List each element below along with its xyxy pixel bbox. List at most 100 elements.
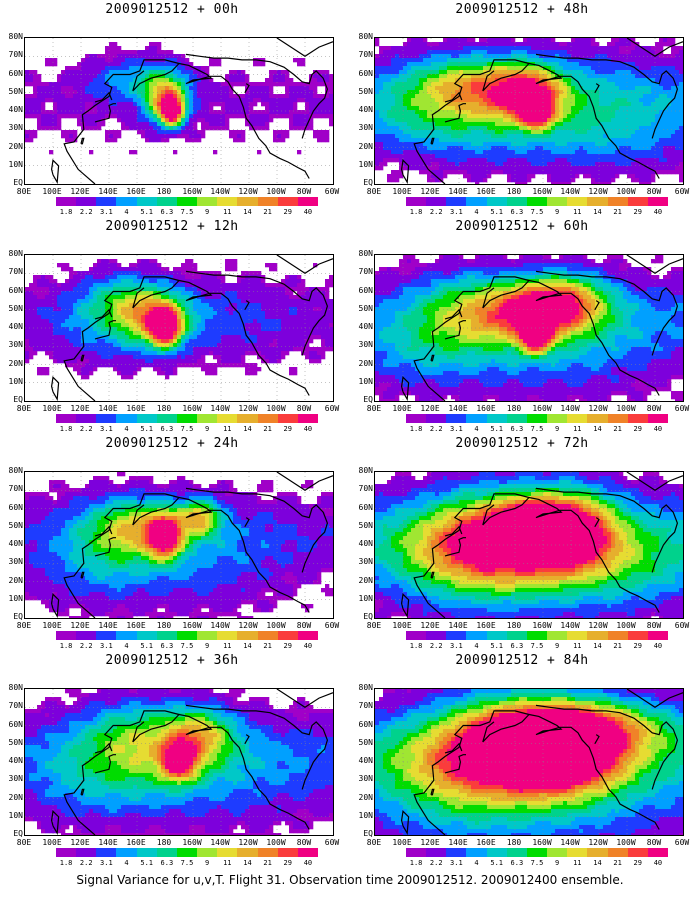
colorbar-swatch [426, 414, 447, 423]
colorbar-label: 3.1 [450, 208, 463, 216]
lat-tick-label: 10N [8, 593, 23, 603]
colorbar-swatch [136, 848, 157, 857]
coastline [94, 754, 116, 774]
coastline [94, 537, 116, 557]
coastline [185, 487, 329, 573]
colorbar-label: 11 [223, 208, 232, 216]
lon-tick-label: 100W [266, 838, 286, 847]
lon-tick-label: 160E [126, 621, 146, 630]
colorbar-label: 7.5 [180, 425, 194, 433]
panel-title: 2009012512 + 84h [455, 653, 589, 668]
lon-tick-label: 140W [210, 404, 230, 413]
coastline [626, 38, 683, 58]
lat-tick-label: EQ [13, 395, 23, 404]
lat-tick-label: 60N [8, 719, 23, 729]
lon-tick-label: 80W [646, 838, 662, 847]
lat-tick-label: 80N [358, 249, 373, 258]
lon-tick-label: 160W [532, 621, 552, 630]
lat-tick-label: 30N [358, 774, 373, 784]
coastline [535, 487, 679, 573]
colorbar-swatch [547, 197, 568, 206]
lon-tick-label: 100E [42, 404, 62, 413]
colorbar-swatch [96, 414, 117, 423]
lon-tick-label: 140W [560, 187, 580, 196]
colorbar-swatch [297, 414, 319, 423]
lon-tick-label: 160E [476, 621, 496, 630]
colorbar-label: 29 [633, 642, 642, 650]
variance-field [25, 38, 333, 184]
lon-tick-label: 140E [98, 404, 118, 413]
colorbar-label: 3.1 [450, 642, 463, 650]
coastline [413, 59, 531, 184]
variance-field [375, 472, 683, 618]
colorbar-label: 7.5 [180, 208, 194, 216]
lat-tick-label: 30N [8, 340, 23, 350]
colorbar-label: 21 [263, 425, 272, 433]
colorbar [56, 848, 319, 857]
coastline [430, 354, 435, 362]
forecast-panel: 2009012512 + 84h 80N 70N 60N 50N 40N 30N 20N 10N… [352, 651, 692, 867]
colorbar-swatch [116, 848, 137, 857]
lat-tick-label: EQ [13, 612, 23, 621]
lon-tick-label: 140E [98, 838, 118, 847]
colorbar-swatch [297, 631, 319, 640]
colorbar-label: 4 [124, 208, 129, 216]
lon-tick-label: 180 [506, 621, 522, 630]
lon-tick-label: 60W [674, 404, 690, 413]
colorbar-swatch [217, 848, 238, 857]
lon-tick-label: 120E [420, 404, 440, 413]
colorbar-swatch [116, 197, 137, 206]
colorbar [406, 848, 669, 857]
lat-tick-label: 40N [8, 105, 23, 114]
lat-tick-label: EQ [363, 395, 373, 404]
colorbar-swatch [56, 631, 77, 640]
coastline [50, 810, 60, 835]
coastline [400, 376, 410, 401]
lat-tick-label: EQ [363, 829, 373, 838]
lon-tick-label: 120E [70, 187, 90, 196]
lon-tick-label: 80W [296, 187, 312, 196]
coastline [400, 593, 410, 618]
lon-tick-label: 100W [616, 404, 636, 413]
coastline [430, 137, 435, 145]
lon-tick-label: 60W [324, 838, 340, 847]
lon-tick-label: 80W [296, 838, 312, 847]
colorbar-label: 29 [633, 859, 642, 867]
lat-tick-label: 20N [358, 141, 373, 151]
coastline [444, 525, 463, 537]
coastline [178, 279, 310, 396]
colorbar-swatch [486, 848, 507, 857]
lat-tick-label: EQ [13, 829, 23, 838]
colorbar-label: 4 [474, 208, 479, 216]
colorbar-swatch [197, 631, 218, 640]
coastline [535, 270, 679, 356]
colorbar-label: 3.1 [450, 425, 463, 433]
panel-title: 2009012512 + 36h [105, 653, 239, 668]
lon-tick-label: 100W [616, 621, 636, 630]
lon-tick-label: 120W [238, 621, 258, 630]
colorbar-label: 3.1 [100, 208, 113, 216]
colorbar-swatch [466, 848, 487, 857]
coastline [80, 571, 85, 579]
lon-tick-label: 120W [588, 621, 608, 630]
colorbar-swatch [257, 197, 278, 206]
colorbar-label: 4 [474, 425, 479, 433]
colorbar-swatch [526, 197, 548, 206]
colorbar-label: 40 [653, 859, 663, 867]
colorbar-swatch [567, 848, 588, 857]
panel-title: 2009012512 + 72h [455, 436, 589, 451]
colorbar-swatch [96, 631, 117, 640]
lon-tick-label: 160W [182, 187, 202, 196]
lat-tick-label: 30N [8, 123, 23, 133]
colorbar-swatch [237, 414, 258, 423]
colorbar-swatch [647, 631, 669, 640]
colorbar-swatch [526, 414, 548, 423]
colorbar-label: 6.3 [160, 642, 174, 650]
colorbar-swatch [426, 631, 447, 640]
map-plot-area [374, 471, 684, 619]
map-plot-area [374, 688, 684, 836]
colorbar-swatch [136, 631, 157, 640]
colorbar-label: 29 [283, 208, 292, 216]
map-plot-area [24, 471, 334, 619]
colorbar-swatch [426, 197, 447, 206]
